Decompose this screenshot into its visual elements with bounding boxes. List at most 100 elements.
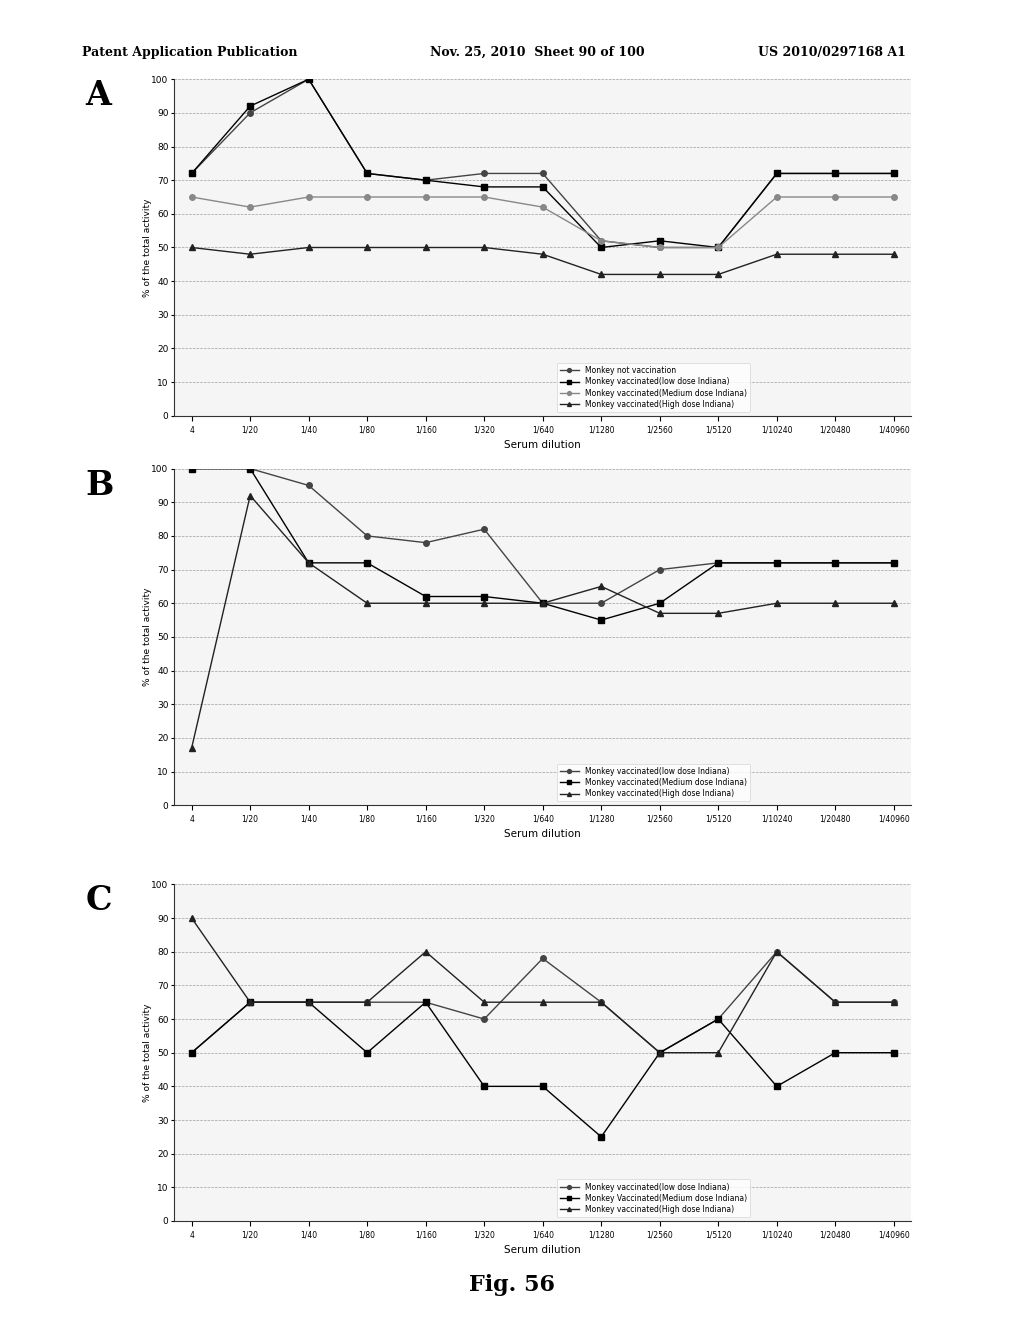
- Line: Monkey vaccinated(low dose Indiana): Monkey vaccinated(low dose Indiana): [188, 77, 897, 251]
- Monkey not vaccination: [771, 165, 783, 181]
- Monkey vaccinated(low dose Indiana): [771, 554, 783, 570]
- Monkey vaccinated(High dose Indiana): [712, 1045, 724, 1061]
- Monkey vaccinated(low dose Indiana): [829, 165, 842, 181]
- Monkey vaccinated(low dose Indiana): [653, 1045, 666, 1061]
- Monkey not vaccination: [537, 165, 549, 181]
- Monkey vaccinated(Medium dose Indiana): [185, 189, 198, 205]
- Monkey vaccinated(Medium dose Indiana): [420, 589, 432, 605]
- Monkey vaccinated(High dose Indiana): [185, 911, 198, 927]
- Monkey vaccinated(High dose Indiana): [712, 606, 724, 622]
- X-axis label: Serum dilution: Serum dilution: [505, 1245, 581, 1255]
- Monkey vaccinated(low dose Indiana): [888, 165, 900, 181]
- Monkey vaccinated(High dose Indiana): [595, 267, 607, 282]
- Monkey vaccinated(High dose Indiana): [888, 595, 900, 611]
- Monkey vaccinated(High dose Indiana): [420, 595, 432, 611]
- Monkey vaccinated(low dose Indiana): [244, 994, 256, 1010]
- Monkey not vaccination: [302, 71, 314, 87]
- Monkey vaccinated(Medium dose Indiana): [888, 189, 900, 205]
- Monkey Vaccinated(Medium dose Indiana): [361, 1045, 374, 1061]
- Monkey vaccinated(High dose Indiana): [478, 595, 490, 611]
- Line: Monkey vaccinated(Medium dose Indiana): Monkey vaccinated(Medium dose Indiana): [188, 194, 897, 251]
- Monkey vaccinated(low dose Indiana): [420, 172, 432, 187]
- Monkey vaccinated(low dose Indiana): [537, 950, 549, 966]
- Monkey vaccinated(Medium dose Indiana): [361, 189, 374, 205]
- Monkey vaccinated(High dose Indiana): [185, 240, 198, 256]
- Monkey vaccinated(low dose Indiana): [478, 180, 490, 195]
- Monkey vaccinated(Medium dose Indiana): [185, 461, 198, 477]
- Monkey not vaccination: [888, 165, 900, 181]
- Monkey not vaccination: [712, 240, 724, 256]
- Monkey Vaccinated(Medium dose Indiana): [302, 994, 314, 1010]
- Monkey vaccinated(low dose Indiana): [420, 994, 432, 1010]
- Monkey vaccinated(Medium dose Indiana): [653, 240, 666, 256]
- Monkey vaccinated(Medium dose Indiana): [420, 189, 432, 205]
- Monkey Vaccinated(Medium dose Indiana): [244, 994, 256, 1010]
- Monkey vaccinated(Medium dose Indiana): [829, 189, 842, 205]
- Monkey vaccinated(Medium dose Indiana): [302, 554, 314, 570]
- Monkey Vaccinated(Medium dose Indiana): [537, 1078, 549, 1094]
- Monkey vaccinated(low dose Indiana): [244, 98, 256, 114]
- Monkey vaccinated(Medium dose Indiana): [478, 589, 490, 605]
- Monkey vaccinated(low dose Indiana): [888, 994, 900, 1010]
- Monkey vaccinated(High dose Indiana): [244, 487, 256, 503]
- Monkey vaccinated(Medium dose Indiana): [537, 595, 549, 611]
- Monkey vaccinated(low dose Indiana): [537, 180, 549, 195]
- Monkey vaccinated(low dose Indiana): [478, 521, 490, 537]
- Monkey vaccinated(High dose Indiana): [478, 994, 490, 1010]
- Monkey vaccinated(High dose Indiana): [244, 247, 256, 263]
- Monkey vaccinated(low dose Indiana): [595, 595, 607, 611]
- Monkey Vaccinated(Medium dose Indiana): [771, 1078, 783, 1094]
- Monkey Vaccinated(Medium dose Indiana): [595, 1129, 607, 1144]
- Monkey not vaccination: [478, 165, 490, 181]
- Monkey vaccinated(Medium dose Indiana): [244, 199, 256, 215]
- Monkey vaccinated(low dose Indiana): [653, 232, 666, 248]
- Monkey not vaccination: [595, 232, 607, 248]
- Monkey vaccinated(High dose Indiana): [829, 247, 842, 263]
- Monkey not vaccination: [653, 240, 666, 256]
- Monkey vaccinated(low dose Indiana): [185, 165, 198, 181]
- Monkey vaccinated(low dose Indiana): [771, 944, 783, 960]
- Monkey vaccinated(High dose Indiana): [185, 741, 198, 756]
- Monkey vaccinated(High dose Indiana): [478, 240, 490, 256]
- Monkey vaccinated(Medium dose Indiana): [771, 189, 783, 205]
- Monkey vaccinated(High dose Indiana): [244, 994, 256, 1010]
- Y-axis label: % of the total activity: % of the total activity: [142, 587, 152, 686]
- X-axis label: Serum dilution: Serum dilution: [505, 440, 581, 450]
- Monkey vaccinated(low dose Indiana): [712, 240, 724, 256]
- Monkey not vaccination: [829, 165, 842, 181]
- Monkey vaccinated(High dose Indiana): [712, 267, 724, 282]
- Monkey vaccinated(High dose Indiana): [771, 944, 783, 960]
- Monkey vaccinated(low dose Indiana): [595, 994, 607, 1010]
- Text: A: A: [86, 79, 112, 112]
- Monkey vaccinated(High dose Indiana): [302, 994, 314, 1010]
- Monkey vaccinated(low dose Indiana): [829, 554, 842, 570]
- Monkey Vaccinated(Medium dose Indiana): [829, 1045, 842, 1061]
- Text: C: C: [86, 884, 112, 917]
- Monkey vaccinated(low dose Indiana): [302, 71, 314, 87]
- Line: Monkey not vaccination: Monkey not vaccination: [188, 77, 897, 251]
- Monkey vaccinated(Medium dose Indiana): [595, 612, 607, 628]
- Monkey vaccinated(low dose Indiana): [185, 1045, 198, 1061]
- Monkey vaccinated(low dose Indiana): [361, 165, 374, 181]
- Monkey Vaccinated(Medium dose Indiana): [420, 994, 432, 1010]
- Monkey vaccinated(low dose Indiana): [478, 1011, 490, 1027]
- Line: Monkey vaccinated(Medium dose Indiana): Monkey vaccinated(Medium dose Indiana): [188, 466, 897, 623]
- Monkey vaccinated(High dose Indiana): [420, 240, 432, 256]
- Monkey vaccinated(High dose Indiana): [302, 240, 314, 256]
- Monkey vaccinated(High dose Indiana): [888, 247, 900, 263]
- Monkey vaccinated(Medium dose Indiana): [829, 554, 842, 570]
- Monkey vaccinated(Medium dose Indiana): [771, 554, 783, 570]
- Monkey vaccinated(High dose Indiana): [829, 595, 842, 611]
- Y-axis label: % of the total activity: % of the total activity: [142, 1003, 152, 1102]
- Monkey vaccinated(High dose Indiana): [595, 994, 607, 1010]
- Monkey vaccinated(Medium dose Indiana): [302, 189, 314, 205]
- Monkey vaccinated(Medium dose Indiana): [478, 189, 490, 205]
- Monkey vaccinated(High dose Indiana): [771, 595, 783, 611]
- X-axis label: Serum dilution: Serum dilution: [505, 829, 581, 840]
- Line: Monkey Vaccinated(Medium dose Indiana): Monkey Vaccinated(Medium dose Indiana): [188, 999, 897, 1139]
- Monkey Vaccinated(Medium dose Indiana): [185, 1045, 198, 1061]
- Monkey vaccinated(High dose Indiana): [537, 994, 549, 1010]
- Monkey vaccinated(low dose Indiana): [185, 461, 198, 477]
- Monkey vaccinated(Medium dose Indiana): [537, 199, 549, 215]
- Y-axis label: % of the total activity: % of the total activity: [142, 198, 152, 297]
